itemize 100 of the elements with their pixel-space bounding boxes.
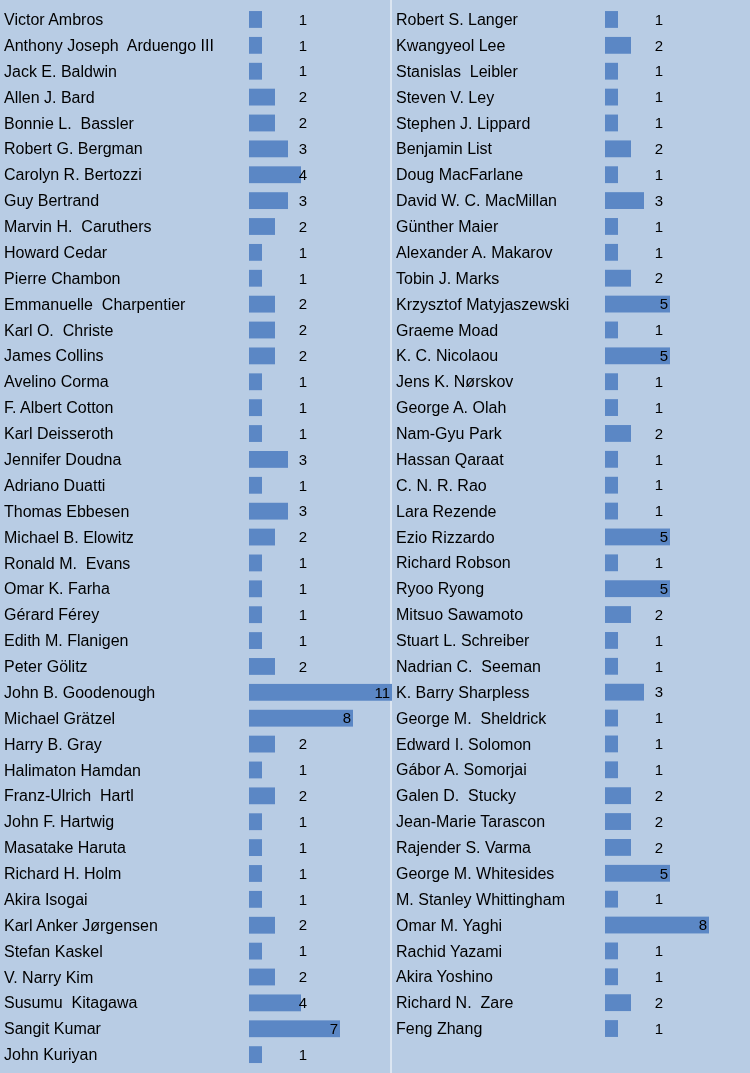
y-tick-label: Jack E. Baldwin (4, 62, 117, 80)
y-tick-label: Stuart L. Schreiber (396, 632, 531, 650)
data-label: 2 (298, 321, 307, 339)
data-label: 5 (659, 528, 668, 546)
bar (249, 425, 262, 442)
bar (249, 399, 262, 417)
y-tick-label: George M. Sheldrick (396, 709, 548, 727)
data-label: 1 (654, 398, 663, 416)
data-label: 2 (654, 812, 663, 830)
y-tick-label: Akira Isogai (4, 890, 88, 908)
bar (249, 373, 262, 391)
y-tick-label: Jennifer Doudna (4, 451, 122, 469)
data-label: 5 (659, 347, 668, 365)
y-tick-label: Howard Cedar (4, 243, 108, 261)
bar (249, 761, 262, 779)
y-tick-label: Benjamin List (396, 140, 493, 158)
bar (605, 839, 631, 856)
y-tick-label: Nadrian C. Seeman (396, 657, 541, 675)
data-label: 1 (654, 114, 663, 132)
y-tick-label: Alexander A. Makarov (396, 243, 553, 261)
data-label: 2 (654, 838, 663, 856)
data-label: 1 (298, 36, 307, 54)
data-label: 1 (298, 373, 307, 391)
bar (249, 813, 262, 831)
y-tick-label: Richard H. Holm (4, 865, 122, 883)
data-label: 1 (298, 269, 307, 287)
data-label: 2 (298, 968, 307, 986)
bar (605, 321, 618, 339)
y-tick-label: Anthony Joseph Arduengo III (4, 36, 214, 54)
bar (249, 528, 275, 546)
y-tick-label: K. C. Nicolaou (396, 347, 499, 365)
bar (249, 658, 275, 675)
bar (249, 36, 262, 54)
bar (249, 735, 275, 753)
data-label: 1 (654, 502, 663, 520)
data-label: 1 (298, 812, 307, 830)
bar (605, 399, 618, 416)
data-label: 2 (298, 114, 307, 132)
y-tick-label: Richard Robson (396, 554, 511, 572)
data-label: 5 (659, 864, 668, 882)
bar (605, 813, 631, 830)
data-label: 2 (654, 993, 663, 1011)
bar (249, 1046, 262, 1064)
data-label: 2 (298, 735, 307, 753)
bar (605, 864, 670, 882)
data-label: 2 (654, 269, 663, 287)
y-tick-label: Carolyn R. Bertozzi (4, 166, 142, 184)
data-label: 2 (654, 786, 663, 804)
data-label: 1 (298, 476, 307, 494)
bar (249, 62, 262, 80)
bar (249, 114, 275, 132)
y-tick-label: Richard N. Zare (396, 994, 514, 1012)
data-label: 1 (654, 709, 663, 727)
y-tick-label: David W. C. MacMillan (396, 192, 557, 210)
data-label: 5 (659, 295, 668, 313)
y-tick-label: Pierre Chambon (4, 269, 121, 287)
data-label: 3 (298, 140, 307, 158)
data-label: 3 (298, 502, 307, 520)
data-label: 1 (654, 1019, 663, 1037)
bar (605, 140, 631, 158)
data-label: 4 (298, 165, 307, 183)
y-tick-label: George M. Whitesides (396, 864, 555, 882)
data-label: 3 (298, 191, 307, 209)
bar (605, 709, 618, 727)
bar (249, 166, 301, 184)
bar (249, 140, 288, 158)
y-tick-label: Kwangyeol Lee (396, 36, 506, 54)
y-tick-label: Robert G. Bergman (4, 140, 143, 158)
y-tick-label: John F. Hartwig (4, 813, 115, 831)
bar (249, 88, 275, 106)
data-label: 1 (298, 62, 307, 80)
bar (249, 192, 288, 210)
bar (249, 554, 262, 572)
data-label: 1 (654, 10, 663, 28)
y-tick-label: Halimaton Hamdan (4, 761, 141, 779)
data-label: 7 (329, 1020, 338, 1037)
y-tick-label: Peter Gölitz (4, 658, 88, 676)
bar (249, 942, 262, 960)
bar (605, 269, 631, 287)
y-tick-label: Marvin H. Caruthers (4, 218, 152, 236)
y-tick-label: Omar M. Yaghi (396, 916, 503, 934)
bar (249, 218, 275, 235)
bar (249, 269, 262, 287)
bar (605, 994, 631, 1012)
bar (249, 865, 262, 882)
y-tick-label: George A. Olah (396, 399, 507, 417)
y-tick-label: C. N. R. Rao (396, 476, 487, 494)
bar (249, 1020, 340, 1038)
data-label: 5 (659, 579, 668, 597)
bar (605, 36, 631, 54)
y-tick-label: Franz-Ulrich Hartl (4, 787, 134, 805)
y-tick-label: Gábor A. Somorjai (396, 761, 527, 779)
data-label: 2 (298, 295, 307, 313)
y-tick-label: Adriano Duatti (4, 476, 106, 494)
bar (605, 450, 618, 468)
bar (249, 968, 275, 986)
data-label: 2 (298, 657, 307, 675)
y-tick-label: Lara Rezende (396, 502, 497, 520)
bar (249, 11, 262, 28)
bar (249, 243, 262, 261)
